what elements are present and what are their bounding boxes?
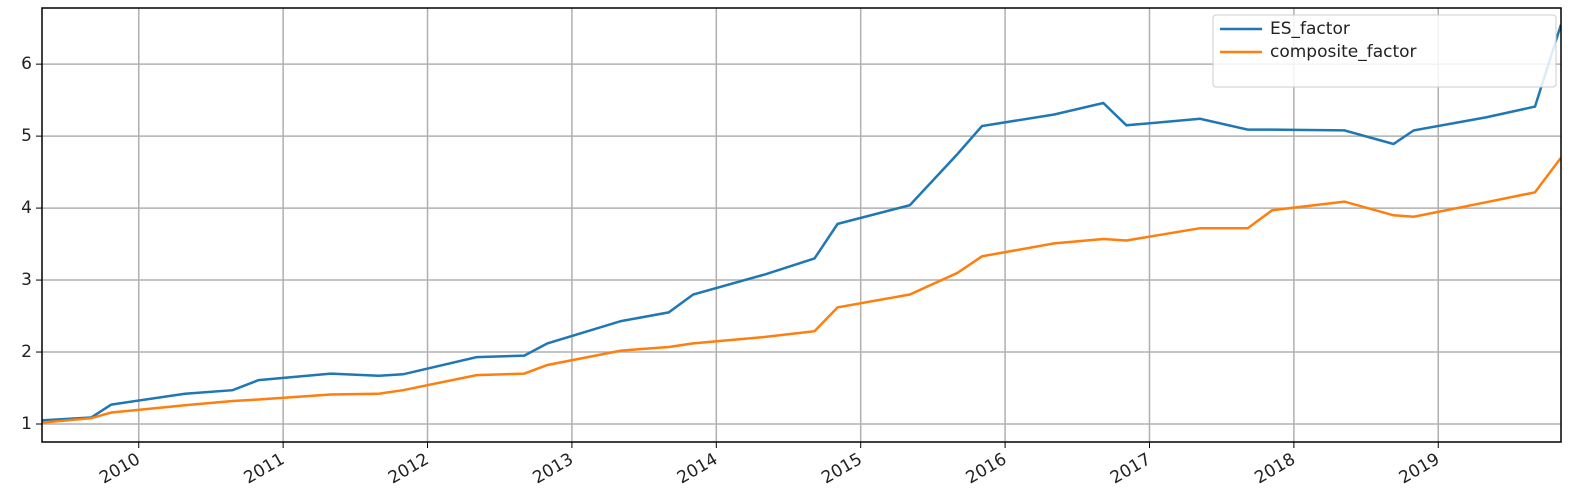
x-tick-label: 2016 bbox=[963, 449, 1010, 488]
y-tick-label: 2 bbox=[21, 342, 32, 362]
x-tick-label: 2013 bbox=[529, 449, 576, 488]
x-tick-label: 2011 bbox=[241, 449, 288, 488]
x-tick-label: 2015 bbox=[818, 449, 865, 488]
x-tick-label: 2018 bbox=[1251, 449, 1298, 488]
x-tick-label: 2012 bbox=[385, 449, 432, 488]
y-tick-label: 5 bbox=[21, 126, 32, 146]
series-line bbox=[42, 24, 1561, 422]
x-tick-label: 2019 bbox=[1396, 449, 1443, 488]
x-tick-label: 2017 bbox=[1107, 449, 1154, 488]
legend-box bbox=[1212, 14, 1557, 88]
y-tick-label: 4 bbox=[21, 198, 32, 218]
series-line bbox=[42, 156, 1561, 424]
plot-frame bbox=[41, 7, 1562, 443]
y-tick-label: 6 bbox=[21, 54, 32, 74]
legend-label: ES_factor bbox=[1270, 19, 1350, 39]
x-tick-label: 2010 bbox=[96, 449, 143, 488]
legend-label: composite_factor bbox=[1270, 42, 1417, 62]
y-tick-label: 3 bbox=[21, 270, 32, 290]
y-tick-label: 1 bbox=[21, 414, 32, 434]
x-tick-label: 2014 bbox=[674, 449, 721, 488]
